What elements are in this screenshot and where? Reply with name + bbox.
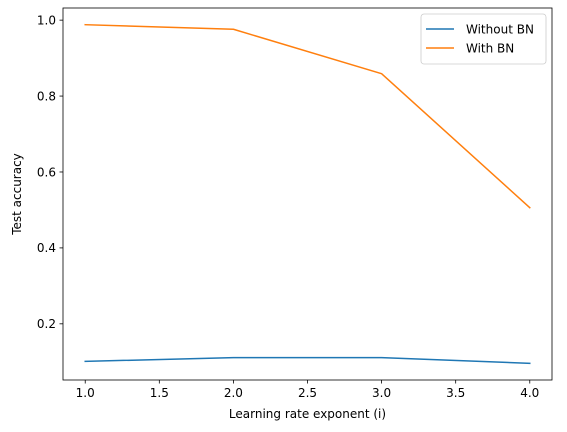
y-tick-label: 0.2 bbox=[37, 317, 56, 331]
x-tick-label: 4.0 bbox=[520, 386, 539, 400]
y-axis-label: Test accuracy bbox=[10, 153, 24, 236]
y-tick-label: 0.8 bbox=[37, 89, 56, 103]
y-axis-ticks: 0.2 0.4 0.6 0.8 1.0 bbox=[37, 13, 63, 331]
x-axis-ticks: 1.0 1.5 2.0 2.5 3.0 3.5 4.0 bbox=[76, 380, 540, 400]
x-tick-label: 2.0 bbox=[224, 386, 243, 400]
x-tick-label: 2.5 bbox=[298, 386, 317, 400]
y-tick-label: 0.6 bbox=[37, 165, 56, 179]
y-tick-label: 0.4 bbox=[37, 241, 56, 255]
x-tick-label: 1.5 bbox=[150, 386, 169, 400]
x-tick-label: 1.0 bbox=[76, 386, 95, 400]
x-tick-label: 3.5 bbox=[446, 386, 465, 400]
x-axis-label: Learning rate exponent (i) bbox=[229, 407, 386, 421]
legend-label-0: Without BN bbox=[466, 22, 534, 36]
legend: Without BN With BN bbox=[421, 14, 546, 64]
x-tick-label: 3.0 bbox=[372, 386, 391, 400]
y-tick-label: 1.0 bbox=[37, 13, 56, 27]
legend-label-1: With BN bbox=[466, 41, 514, 55]
